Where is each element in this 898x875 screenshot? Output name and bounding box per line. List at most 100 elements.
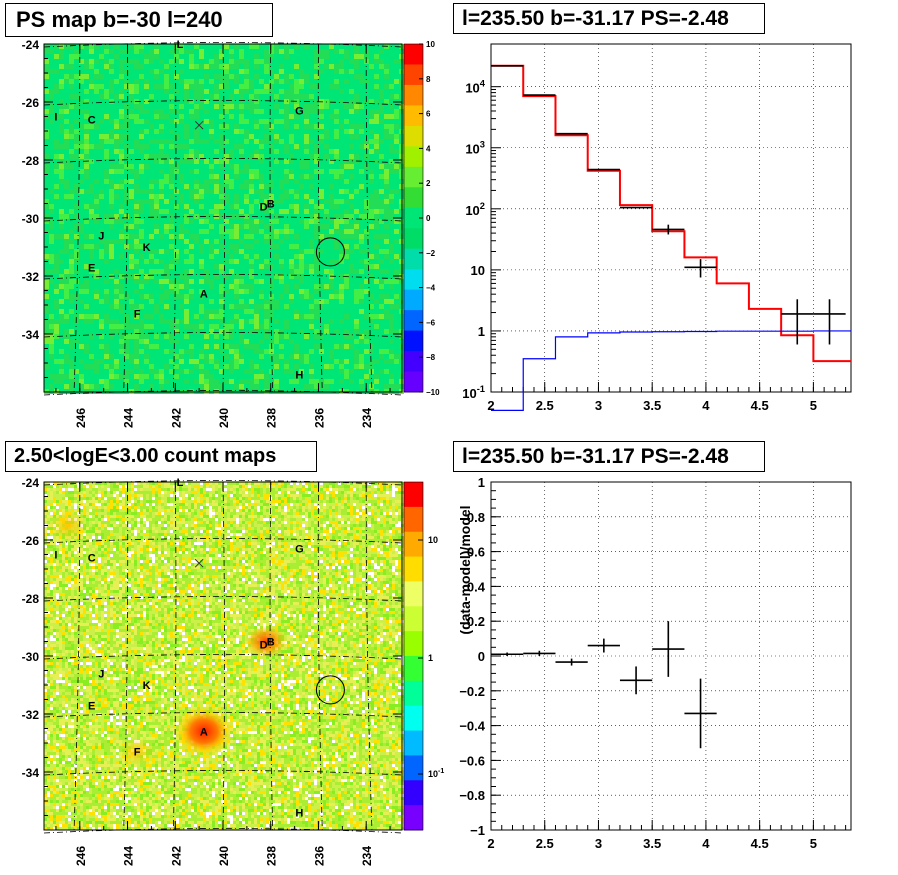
ps-map-cell bbox=[304, 329, 309, 334]
ps-map-cell bbox=[394, 379, 399, 384]
ps-map-cell bbox=[129, 229, 134, 234]
ps-map-cell bbox=[179, 239, 184, 244]
ps-map-cell bbox=[139, 304, 144, 309]
ps-map-cell bbox=[224, 244, 229, 249]
ps-map-cell bbox=[124, 194, 129, 199]
ps-map-cell bbox=[324, 239, 329, 244]
ps-map-cell bbox=[249, 74, 254, 79]
ps-map-cell bbox=[334, 349, 339, 354]
ps-map-cell bbox=[369, 344, 374, 349]
ps-map-cell bbox=[104, 189, 109, 194]
ps-map-cell bbox=[44, 344, 49, 349]
ps-map-cell bbox=[299, 234, 304, 239]
ps-map-cell bbox=[94, 99, 99, 104]
ps-map-cell bbox=[249, 159, 254, 164]
ps-map-cell bbox=[289, 84, 294, 89]
ps-map-cell bbox=[324, 279, 329, 284]
ps-map-cell bbox=[149, 204, 154, 209]
ps-map-cell bbox=[394, 134, 399, 139]
ps-map-cell bbox=[84, 294, 89, 299]
ps-map-cell bbox=[194, 129, 199, 134]
ps-map-cell bbox=[324, 104, 329, 109]
ps-map-cell bbox=[209, 339, 214, 344]
ps-map-cell bbox=[274, 124, 279, 129]
ps-map-cell bbox=[369, 129, 374, 134]
ps-map-cell bbox=[54, 384, 59, 389]
ps-map-cell bbox=[164, 54, 169, 59]
ps-map-cell bbox=[94, 269, 99, 274]
ps-map-cell bbox=[219, 314, 224, 319]
ps-map-cell bbox=[319, 49, 324, 54]
ps-map-cell bbox=[259, 194, 264, 199]
ps-map-cell bbox=[204, 349, 209, 354]
ps-map-cell bbox=[134, 214, 139, 219]
ps-map-cell bbox=[309, 269, 314, 274]
ps-map-cell bbox=[59, 104, 64, 109]
ps-map-cell bbox=[294, 259, 299, 264]
ps-map-cell bbox=[259, 369, 264, 374]
ps-map-cell bbox=[209, 174, 214, 179]
ps-map-cell bbox=[379, 314, 384, 319]
ps-map-cell bbox=[394, 284, 399, 289]
ps-map-cell bbox=[244, 239, 249, 244]
ps-map-cell bbox=[54, 344, 59, 349]
ps-map-cell bbox=[254, 224, 259, 229]
ps-map-cell bbox=[239, 44, 244, 49]
ps-map-cell bbox=[389, 239, 394, 244]
ps-map-cell bbox=[214, 44, 219, 49]
ps-map-cell bbox=[284, 339, 289, 344]
ps-map-cell bbox=[359, 129, 364, 134]
ps-map-cell bbox=[239, 209, 244, 214]
ps-map-cell bbox=[154, 289, 159, 294]
ps-map-cell bbox=[124, 169, 129, 174]
ps-map-cell bbox=[224, 259, 229, 264]
ps-map-cell bbox=[159, 234, 164, 239]
ps-map-cell bbox=[169, 134, 174, 139]
ps-map-cell bbox=[199, 374, 204, 379]
ps-map-cell bbox=[349, 89, 354, 94]
ps-map-cell bbox=[229, 364, 234, 369]
ps-map-cell bbox=[344, 79, 349, 84]
ps-map-cell bbox=[334, 344, 339, 349]
ps-map-cell bbox=[374, 159, 379, 164]
ps-map-cell bbox=[394, 79, 399, 84]
ps-map-cell bbox=[94, 69, 99, 74]
ps-map-cell bbox=[309, 54, 314, 59]
ps-map-cell bbox=[374, 234, 379, 239]
ps-map-cell bbox=[179, 124, 184, 129]
ps-map-cell bbox=[169, 374, 174, 379]
ps-map-cell bbox=[294, 134, 299, 139]
ps-map-cell bbox=[344, 309, 349, 314]
ps-map-cell bbox=[79, 234, 84, 239]
ps-map-cell bbox=[259, 89, 264, 94]
ps-map-cell bbox=[284, 124, 289, 129]
ps-map-cell bbox=[169, 139, 174, 144]
ps-map-cell bbox=[389, 154, 394, 159]
ps-map-cell bbox=[169, 369, 174, 374]
ps-map-cell bbox=[389, 124, 394, 129]
ps-map-cell bbox=[104, 89, 109, 94]
ps-map-cell bbox=[199, 324, 204, 329]
ps-map-cell bbox=[289, 319, 294, 324]
ps-map-cell bbox=[319, 89, 324, 94]
ps-map-cell bbox=[219, 154, 224, 159]
ps-map-cell bbox=[114, 59, 119, 64]
ps-map-cell bbox=[274, 219, 279, 224]
ps-map-cell bbox=[249, 299, 254, 304]
ps-map-cell bbox=[279, 304, 284, 309]
ps-map-cell bbox=[259, 374, 264, 379]
ps-map-cell bbox=[274, 49, 279, 54]
ps-map-cell bbox=[164, 334, 169, 339]
ps-map-cell bbox=[339, 94, 344, 99]
ps-map-cell bbox=[179, 359, 184, 364]
ps-map-cell bbox=[309, 129, 314, 134]
ps-map-cell bbox=[324, 154, 329, 159]
ps-map-cell bbox=[249, 84, 254, 89]
ps-map-cell bbox=[184, 164, 189, 169]
ps-map-cell bbox=[129, 49, 134, 54]
ps-map-cell bbox=[44, 169, 49, 174]
ps-map-cell bbox=[359, 59, 364, 64]
ps-map-cell bbox=[384, 209, 389, 214]
ps-map-cell bbox=[139, 369, 144, 374]
ps-map-cell bbox=[384, 314, 389, 319]
